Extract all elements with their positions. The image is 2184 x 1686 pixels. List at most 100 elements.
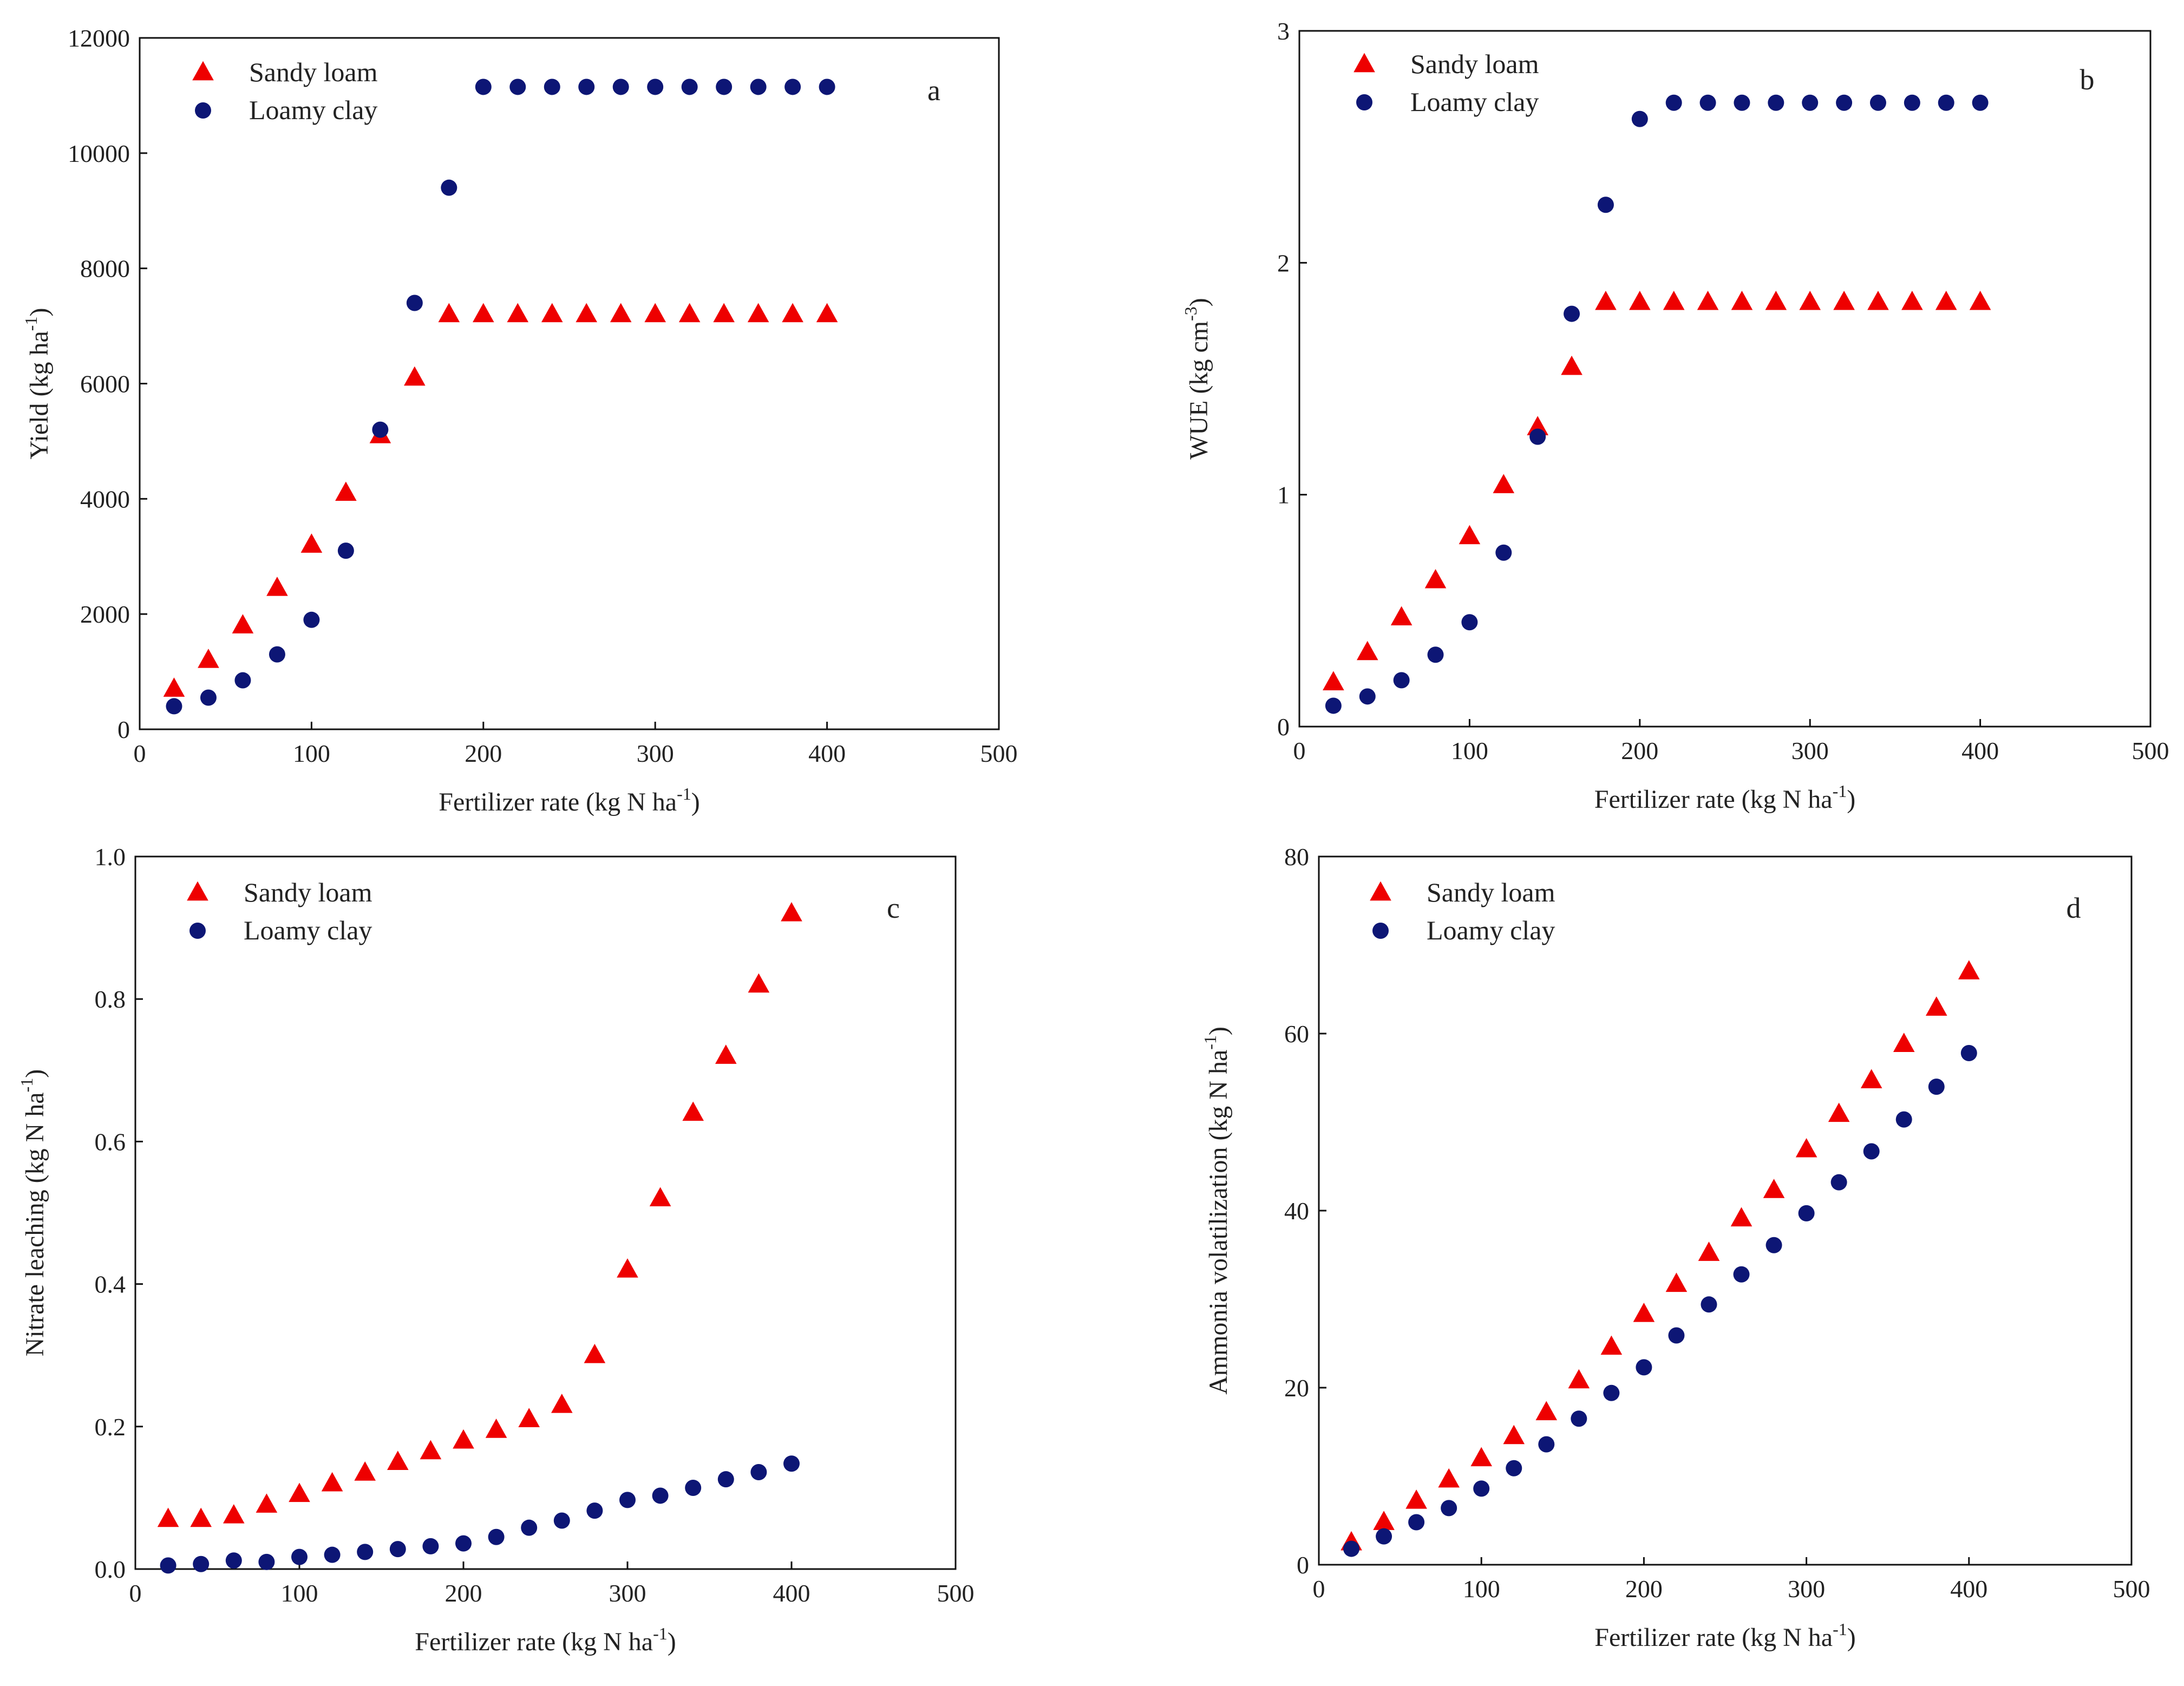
data-point [1376, 1528, 1392, 1545]
y-tick-label: 4000 [80, 485, 130, 513]
x-tick-label: 100 [1451, 737, 1488, 764]
chart-panel-a: 0 100 200 300 400 500 0 2000 4000 6000 8000 10000 12… [21, 24, 1018, 816]
x-axis-title: Fertilizer rate (kg N ha-1) [439, 784, 699, 816]
data-point [422, 1538, 439, 1554]
data-point [1459, 525, 1481, 545]
data-point [1561, 355, 1583, 375]
series-sandy-loam [1323, 290, 1991, 690]
data-point [1408, 1514, 1425, 1531]
data-point [1405, 1489, 1427, 1509]
data-point [256, 1493, 278, 1513]
legend-label: Loamy clay [244, 915, 372, 945]
data-point [715, 1044, 737, 1064]
x-tick-label: 0 [1293, 737, 1306, 764]
x-tick-label: 100 [1463, 1575, 1500, 1603]
data-point [652, 1487, 669, 1504]
x-axis-title-end: ) [668, 1628, 676, 1656]
chart-panel-b: 0 100 200 300 400 500 0 1 2 3 Fertilizer rate (kg … [1181, 17, 2169, 814]
data-point [681, 79, 698, 95]
x-axis-title-end: ) [1847, 1623, 1856, 1652]
x-tick-label: 0 [129, 1579, 142, 1607]
data-point [1503, 1424, 1525, 1445]
data-point [1665, 1272, 1688, 1292]
y-tick-label: 10000 [68, 140, 130, 167]
x-tick-label: 0 [1313, 1575, 1325, 1603]
y-tick-label: 60 [1284, 1020, 1309, 1048]
data-point [1765, 290, 1787, 310]
data-point [1895, 1111, 1912, 1128]
data-point [1663, 290, 1685, 310]
series-sandy-loam [1341, 960, 1980, 1551]
x-tick-label: 300 [1788, 1575, 1825, 1603]
data-point [1734, 94, 1750, 111]
legend-marker-sandy-loam [192, 61, 214, 81]
x-tick-label: 500 [2132, 737, 2169, 764]
legend-label: Loamy clay [1410, 87, 1539, 117]
data-point [717, 1471, 734, 1488]
y-tick-label: 1.0 [95, 843, 126, 871]
data-point [475, 79, 492, 95]
legend-marker-sandy-loam [1370, 881, 1391, 901]
data-point [1938, 94, 1954, 111]
data-point [1960, 1044, 1977, 1061]
data-point [1798, 1205, 1815, 1221]
y-axis-title-main: Yield (kg ha [25, 331, 54, 459]
data-point [337, 543, 354, 559]
data-point [682, 1101, 704, 1121]
x-tick-label: 200 [445, 1579, 482, 1607]
data-point [232, 614, 254, 633]
x-tick-label: 500 [980, 740, 1018, 767]
data-point [1733, 1266, 1750, 1283]
data-point [685, 1479, 702, 1496]
data-point [578, 79, 595, 95]
data-point [269, 646, 285, 663]
data-point [551, 1394, 573, 1413]
panel-letter: c [887, 892, 900, 924]
data-point [321, 1472, 343, 1492]
data-point [223, 1504, 245, 1524]
data-point [1325, 697, 1342, 714]
x-axis-title: Fertilizer rate (kg N ha-1) [1594, 1619, 1855, 1652]
x-tick-label: 400 [808, 740, 846, 767]
x-tick-label: 200 [465, 740, 502, 767]
data-point [291, 1548, 308, 1565]
data-point [1633, 1303, 1655, 1322]
y-tick-label: 80 [1284, 843, 1309, 871]
data-point [1833, 290, 1855, 310]
data-point [453, 1429, 474, 1449]
x-axis-title-superscript: -1 [677, 784, 691, 803]
panel-letter: b [2080, 63, 2095, 96]
data-point [1568, 1369, 1590, 1389]
y-axis-title: Nitrate leaching (kg N ha-1) [17, 1069, 49, 1356]
y-tick-label: 20 [1284, 1374, 1309, 1402]
y-axis-title-superscript: -1 [1200, 1035, 1220, 1050]
y-axis-title: Yield (kg ha-1) [21, 308, 54, 460]
data-point [1343, 1540, 1360, 1557]
data-point [784, 79, 801, 95]
y-tick-label: 0.8 [95, 985, 126, 1013]
x-tick-label: 300 [1791, 737, 1829, 764]
plot-frame [1298, 30, 2152, 728]
data-point [1595, 290, 1617, 310]
panel-letter: a [927, 74, 940, 107]
data-point [1860, 1069, 1882, 1089]
data-point [716, 79, 733, 95]
data-point [518, 1408, 540, 1428]
data-point [1768, 94, 1784, 111]
legend-label: Sandy loam [244, 877, 372, 907]
panel-letter: d [2067, 892, 2081, 924]
data-point [1701, 1296, 1717, 1313]
legend-label: Sandy loam [1410, 49, 1539, 79]
y-axis-title-end: ) [1185, 298, 1213, 306]
data-point [441, 179, 457, 196]
series-loamy-clay [1325, 94, 1989, 714]
data-point [1373, 1511, 1395, 1530]
data-point [1461, 614, 1478, 631]
y-tick-label: 40 [1284, 1197, 1309, 1225]
x-axis-title-main: Fertilizer rate (kg N ha [415, 1628, 653, 1656]
y-tick-label: 0 [117, 716, 130, 743]
x-tick-label: 200 [1621, 737, 1658, 764]
data-point [488, 1528, 505, 1545]
data-point [1867, 290, 1889, 310]
